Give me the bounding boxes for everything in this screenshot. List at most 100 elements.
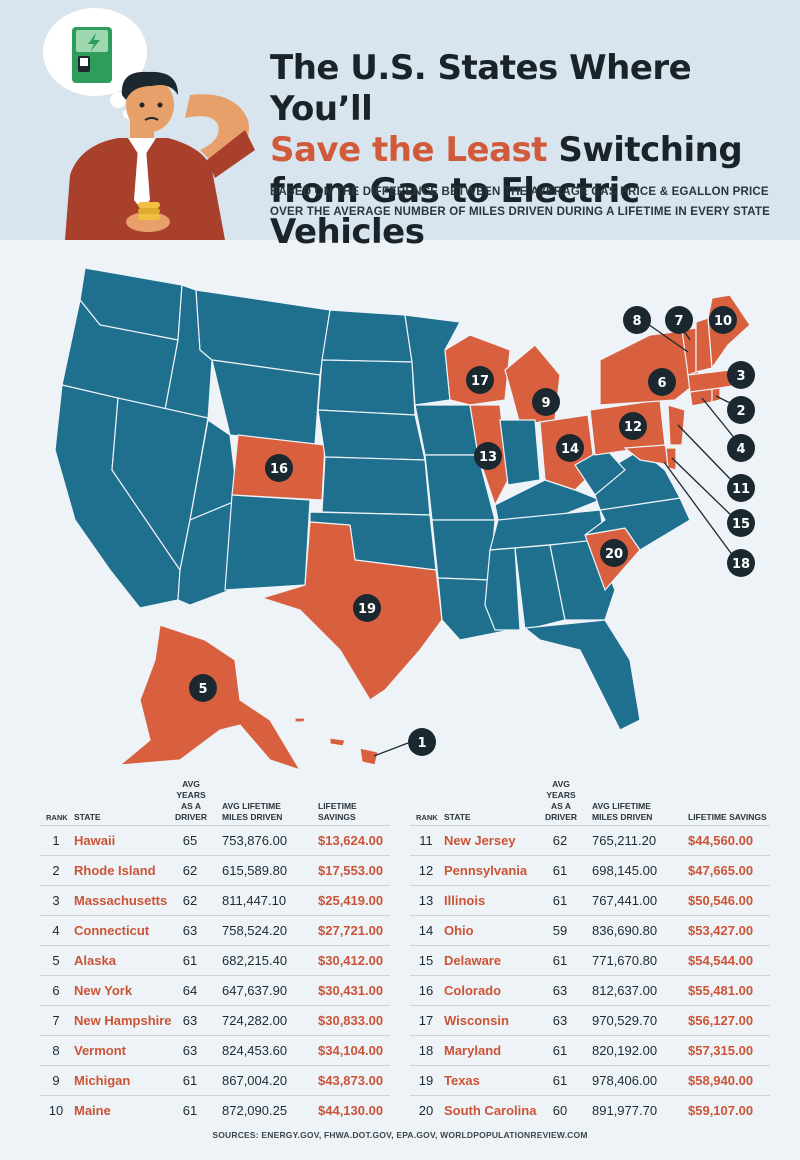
page-title: The U.S. States Where You’ll Save the Le… [270,48,790,253]
col-rank: RANK [416,813,438,822]
badge-label-11: 11 [732,482,750,497]
state-virginia [589,449,681,511]
map-badge-15: 15 [727,509,755,537]
state-texas [259,521,443,701]
state-iowa [414,404,479,456]
badge-label-2: 2 [736,404,745,419]
badge-label-16: 16 [270,462,288,477]
man-thinking-illustration [43,8,255,240]
state-north-dakota [321,309,413,363]
state-rhode-island [711,387,721,403]
ranking-table-right: RANK STATE AVG YEARS AS A DRIVER AVG LIFE… [410,779,770,1125]
state-delaware [665,447,677,471]
state-new-jersey [667,404,686,446]
leader-18 [663,461,737,561]
state-florida [523,619,641,731]
table-row: 6 New York 64 647,637.90 $30,431.00 [40,975,390,1005]
map-badge-9: 9 [532,388,560,416]
ev-charger-icon [72,27,112,83]
title-line-2: Save the Least Switching [270,130,790,171]
table-header: RANK STATE AVG YEARS AS A DRIVER AVG LIFE… [40,779,390,825]
map-badge-16: 16 [265,454,293,482]
table-row: 10 Maine 61 872,090.25 $44,130.00 [40,1095,390,1125]
table-row: 16 Colorado 63 812,637.00 $55,481.00 [410,975,770,1005]
map-badge-11: 11 [727,474,755,502]
state-nebraska [317,409,426,461]
col-state: STATE [444,812,471,822]
badge-label-9: 9 [541,396,550,411]
subtitle-line-2: OVER THE AVERAGE NUMBER OF MILES DRIVEN … [270,206,770,218]
badge-label-18: 18 [732,557,750,572]
badge-label-8: 8 [632,314,641,329]
table-row: 3 Massachusetts 62 811,447.10 $25,419.00 [40,885,390,915]
badge-label-10: 10 [714,314,732,329]
coin-stack-icon [138,202,160,220]
col-savings: LIFETIME SAVINGS [318,801,357,822]
badge-label-1: 1 [417,736,426,751]
subtitle: BASED ON THE DIFFERENCE BETWEEN THE AVER… [270,182,790,222]
table-row: 8 Vermont 63 824,453.60 $34,104.00 [40,1035,390,1065]
col-savings: LIFETIME SAVINGS [688,812,767,822]
map-badge-8: 8 [623,306,651,334]
title-line-1: The U.S. States Where You’ll [270,48,692,129]
title-highlight: Save the Least [270,130,548,170]
table-row: 20 South Carolina 60 891,977.70 $59,107.00 [410,1095,770,1125]
state-wyoming [211,359,321,446]
table-row: 5 Alaska 61 682,215.40 $30,412.00 [40,945,390,975]
col-state: STATE [74,812,101,822]
table-row: 2 Rhode Island 62 615,589.80 $17,553.00 [40,855,390,885]
header-banner: The U.S. States Where You’ll Save the Le… [0,0,800,252]
state-arkansas [431,519,496,581]
table-row: 1 Hawaii 65 753,876.00 $13,624.00 [40,825,390,855]
table-row: 17 Wisconsin 63 970,529.70 $56,127.00 [410,1005,770,1035]
map-badge-10: 10 [709,306,737,334]
table-row: 15 Delaware 61 771,670.80 $54,544.00 [410,945,770,975]
state-new-mexico [224,494,311,591]
map-badge-17: 17 [466,366,494,394]
leader-15 [671,457,737,521]
badge-label-20: 20 [605,547,623,562]
badge-label-12: 12 [624,420,642,435]
map-badge-5: 5 [189,674,217,702]
state-mississippi [484,547,521,631]
badge-label-15: 15 [732,517,750,532]
badge-label-13: 13 [479,450,497,465]
map-badge-7: 7 [665,306,693,334]
map-badge-20: 20 [600,539,628,567]
title-line-3: from Gas to Electric Vehicles [270,171,640,252]
map-badge-3: 3 [727,361,755,389]
map-badge-19: 19 [353,594,381,622]
state-hawaii-islands [294,717,346,747]
state-massachusetts [687,369,739,393]
table-row: 18 Maryland 61 820,192.00 $57,315.00 [410,1035,770,1065]
leader-1 [373,742,409,757]
badge-label-19: 19 [358,602,376,617]
badge-label-5: 5 [198,682,207,697]
map-badge-18: 18 [727,549,755,577]
state-south-dakota [317,359,416,416]
leader-4 [701,397,737,441]
table-row: 7 New Hampshire 63 724,282.00 $30,833.00 [40,1005,390,1035]
title-line-2-rest: Switching [547,130,743,170]
col-years: AVG YEARS AS A DRIVER [174,779,208,822]
table-row: 19 Texas 61 978,406.00 $58,940.00 [410,1065,770,1095]
col-rank: RANK [46,813,68,822]
col-years: AVG YEARS AS A DRIVER [544,779,578,822]
map-badge-13: 13 [474,442,502,470]
col-miles: AVG LIFETIME MILES DRIVEN [222,801,283,822]
map-badge-4: 4 [727,434,755,462]
table-header: RANK STATE AVG YEARS AS A DRIVER AVG LIFE… [410,779,770,825]
map-badge-12: 12 [619,412,647,440]
ranking-table-left: RANK STATE AVG YEARS AS A DRIVER AVG LIFE… [40,779,390,1125]
state-north-carolina [584,497,691,551]
leader-11 [677,424,737,486]
sources-footnote: SOURCES: ENERGY.GOV, FHWA.DOT.GOV, EPA.G… [212,1130,588,1140]
state-kansas [321,456,431,516]
table-row: 13 Illinois 61 767,441.00 $50,546.00 [410,885,770,915]
table-row: 11 New Jersey 62 765,211.20 $44,560.00 [410,825,770,855]
table-row: 9 Michigan 61 867,004.20 $43,873.00 [40,1065,390,1095]
map-badge-6: 6 [648,368,676,396]
map-badge-2: 2 [727,396,755,424]
state-indiana [499,419,541,486]
badge-label-3: 3 [736,369,745,384]
